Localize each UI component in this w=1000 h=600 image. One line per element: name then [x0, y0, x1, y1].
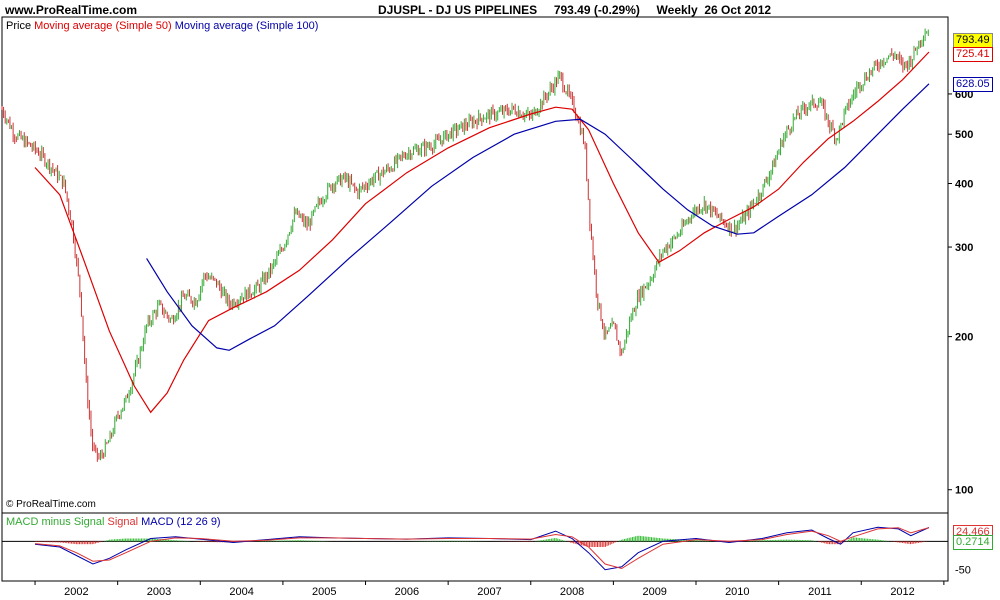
- x-tick-label: 2010: [725, 586, 749, 598]
- y-axis: 100 200 300 400 500 600 -50: [948, 89, 973, 577]
- macd-tick-label: -50: [955, 565, 971, 577]
- macd-panel-frame: [1, 512, 949, 582]
- x-tick-label: 2009: [642, 586, 666, 598]
- x-tick-label: 2008: [560, 586, 584, 598]
- y-tick-label: 200: [955, 332, 973, 344]
- watermark: © ProRealTime.com: [6, 499, 96, 510]
- chart-header: www.ProRealTime.com DJUSPL - DJ US PIPEL…: [0, 0, 1000, 18]
- x-tick-label: 2006: [395, 586, 419, 598]
- legend-ma100: Moving average (Simple 100): [174, 20, 319, 32]
- y-tick-label: 500: [955, 129, 973, 141]
- price-legend: Price Moving average (Simple 50) Moving …: [6, 20, 318, 32]
- y-tick-label: 300: [955, 242, 973, 254]
- price-panel-frame: [1, 16, 949, 514]
- price-bars: [1, 28, 929, 462]
- x-tick-label: 2011: [808, 586, 832, 598]
- chart-title: DJUSPL - DJ US PIPELINES 793.49 (-0.29%)…: [378, 3, 772, 17]
- legend-price: Price: [6, 20, 32, 32]
- x-tick-label: 2004: [229, 586, 253, 598]
- hist-value-tag: 0.2714: [953, 535, 993, 551]
- price-value-tag: 793.49: [953, 33, 993, 49]
- legend-ma50: Moving average (Simple 50): [34, 20, 172, 32]
- legend-macd-signal: Signal: [107, 516, 139, 528]
- ma100-value-tag: 628.05: [953, 76, 993, 92]
- macd-legend: MACD minus Signal Signal MACD (12 26 9): [6, 516, 221, 528]
- ma-lines: [34, 51, 930, 414]
- ma100-line: [146, 83, 930, 351]
- ma50-value-tag: 725.41: [953, 47, 993, 62]
- macd-group: [2, 526, 948, 571]
- site-label[interactable]: www.ProRealTime.com: [5, 3, 138, 17]
- legend-macd-line: MACD (12 26 9): [141, 516, 221, 528]
- signal-line: [34, 527, 930, 570]
- x-tick-label: 2012: [890, 586, 914, 598]
- y-tick-label: 400: [955, 179, 973, 191]
- x-tick-label: 2007: [477, 586, 501, 598]
- y-tick-label: 100: [955, 485, 973, 497]
- x-tick-label: 2002: [64, 586, 88, 598]
- x-tick-label: 2005: [312, 586, 336, 598]
- y-tick-label: 600: [955, 89, 973, 101]
- macd-line: [34, 526, 930, 571]
- x-axis: 2002 2003 2004 2005 2006 2007 2008 2009 2010 2011…: [34, 581, 945, 598]
- ma50-line: [34, 51, 930, 414]
- x-tick-label: 2003: [147, 586, 171, 598]
- legend-macd-hist: MACD minus Signal: [6, 516, 105, 528]
